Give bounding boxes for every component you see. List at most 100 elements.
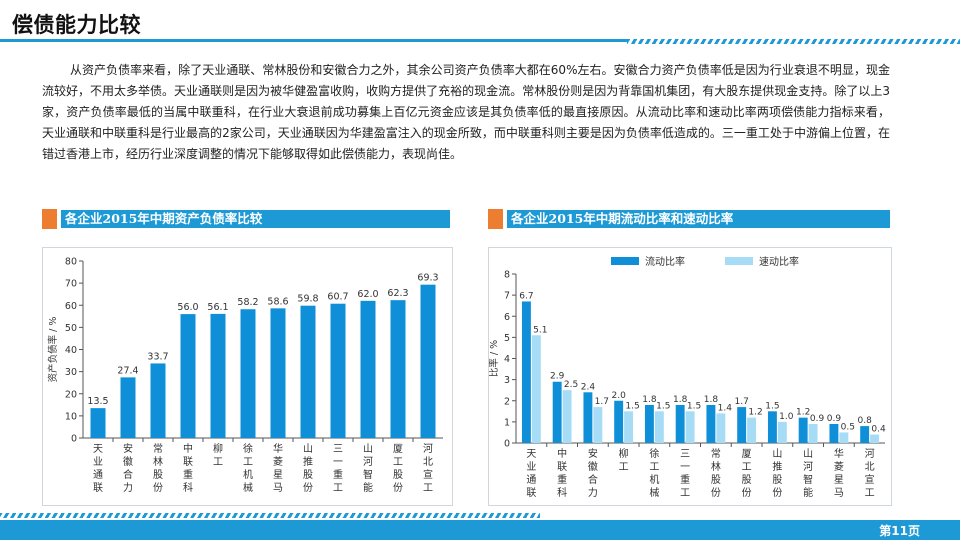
x-tick-label: 常林股份 [153,442,163,494]
x-tick-label: 徐工机械 [243,442,253,494]
section-marker-square [42,209,57,229]
bar-value-label: 0.4 [871,425,886,435]
legend-label: 流动比率 [645,255,685,268]
bar-current-ratio [552,381,562,443]
x-tick-label: 柳工 [213,442,223,468]
bar-debt-ratio [180,314,196,438]
chart-liquidity-ratios: 0 1 2 3 4 5 6 7 8 比率 / % 天业通联 中联重科 安徽合力 柳工 徐工机械 三一重工 常林股… [488,247,892,506]
x-tick-label: 河北宣工 [865,448,875,499]
bar-value-label: 62.0 [357,289,378,300]
bar-value-label: 69.3 [417,273,438,284]
x-tick-label: 徐工机械 [649,447,659,499]
bar-debt-ratio [360,300,376,438]
title-underline [0,39,627,42]
bar-value-label: 1.5 [625,401,639,411]
bar-current-ratio [706,404,716,443]
bar-debt-ratio [330,303,346,438]
y-tick-label: 8 [504,270,510,281]
bar-current-ratio [521,301,531,443]
y-tick-label: 3 [504,375,510,386]
bar-value-label: 33.7 [147,351,168,362]
y-tick-label: 20 [65,389,77,400]
bar-value-label: 0.9 [827,414,842,424]
bar-value-label: 1.5 [656,401,670,411]
page-number: 第11页 [879,524,920,538]
bar-value-label: 58.6 [267,296,288,307]
y-tick-label: 2 [504,396,510,407]
bar-quick-ratio [839,432,849,443]
bar-value-label: 62.3 [387,288,408,299]
x-tick-label: 中联重科 [557,447,567,499]
y-axis-title: 资产负债率 / % [47,317,59,383]
y-tick-label: 80 [65,257,77,268]
bar-quick-ratio [531,335,541,443]
y-tick-label: 70 [65,279,77,290]
bar-value-label: 1.0 [779,412,794,422]
x-tick-label: 山推股份 [303,443,313,494]
bar-debt-ratio [420,284,436,438]
x-tick-label: 河北宣工 [423,443,433,494]
bar-value-label: 1.5 [765,401,779,411]
y-tick-label: 60 [65,301,77,312]
x-tick-label: 山推股份 [772,448,782,499]
bar-quick-ratio [562,390,572,443]
bar-current-ratio [767,411,777,443]
bar-value-label: 56.0 [177,302,198,313]
bar-quick-ratio [593,407,603,443]
x-tick-label: 天业通联 [93,444,103,494]
y-axis-title: 比率 / % [489,340,500,377]
bar-current-ratio [644,404,654,443]
y-tick-label: 7 [504,291,510,302]
bar-debt-ratio [240,309,256,438]
bar-value-label: 1.2 [748,408,762,418]
bar-quick-ratio [808,423,818,443]
bar-debt-ratio [90,408,106,438]
title-stripes-decoration [627,39,960,44]
bar-debt-ratio [150,363,166,438]
bar-quick-ratio [654,411,664,443]
bar-value-label: 1.8 [673,395,688,405]
bar-value-label: 1.5 [687,401,701,411]
bar-value-label: 0.8 [858,416,873,426]
y-tick-label: 4 [504,354,510,365]
bar-value-label: 6.7 [519,291,533,301]
chart-debt-ratio: 0 10 20 30 40 50 60 70 80 资产负债率 / % 天业通联 安徽合力 常林股份 中联… [42,247,453,506]
y-tick-label: 50 [65,323,77,334]
x-tick-label: 厦工股份 [742,448,752,499]
bar-value-label: 56.1 [207,302,228,313]
bar-debt-ratio [390,300,406,438]
section-header-debt-ratio: 各企业2015年中期资产负债率比较 [42,209,450,229]
y-tick-label: 5 [504,333,510,344]
bar-value-label: 1.4 [718,403,733,413]
bar-current-ratio [737,407,747,443]
bar-current-ratio [860,426,870,443]
bar-value-label: 2.4 [581,382,596,392]
bar-current-ratio [614,400,624,443]
bar-value-label: 1.7 [735,397,749,407]
x-tick-label: 柳工 [619,447,629,473]
y-tick-label: 0 [71,434,77,445]
bar-value-label: 0.5 [841,422,855,432]
bar-value-label: 5.1 [533,325,547,335]
bar-debt-ratio [210,313,226,438]
bar-value-label: 2.0 [612,391,627,401]
bar-debt-ratio [300,305,316,438]
x-tick-label: 山河智能 [803,448,813,499]
bar-current-ratio [829,423,839,443]
bar-value-label: 1.8 [642,395,657,405]
section-header-liquidity-ratios: 各企业2015年中期流动比率和速动比率 [488,209,890,229]
bar-debt-ratio [120,377,136,438]
x-tick-label: 天业通联 [526,449,536,499]
bar-quick-ratio [870,434,880,443]
chart-debt-ratio-svg: 0 10 20 30 40 50 60 70 80 资产负债率 / % 天业通联 安徽合力 常林股份 中联… [47,257,443,494]
y-tick-label: 10 [65,411,77,422]
bar-value-label: 27.4 [117,365,138,376]
section-title-liquidity-ratios: 各企业2015年中期流动比率和速动比率 [507,210,890,228]
section-marker-square [488,209,503,229]
x-tick-label: 安徽合力 [588,447,598,499]
x-tick-label: 三一重工 [680,449,690,499]
body-paragraph: 从资产负债率来看，除了天业通联、常林股份和安徽合力之外，其余公司资产负债率大都在… [42,63,890,161]
legend-label: 速动比率 [759,255,799,268]
bar-value-label: 1.2 [796,408,810,418]
bar-value-label: 0.9 [810,414,825,424]
